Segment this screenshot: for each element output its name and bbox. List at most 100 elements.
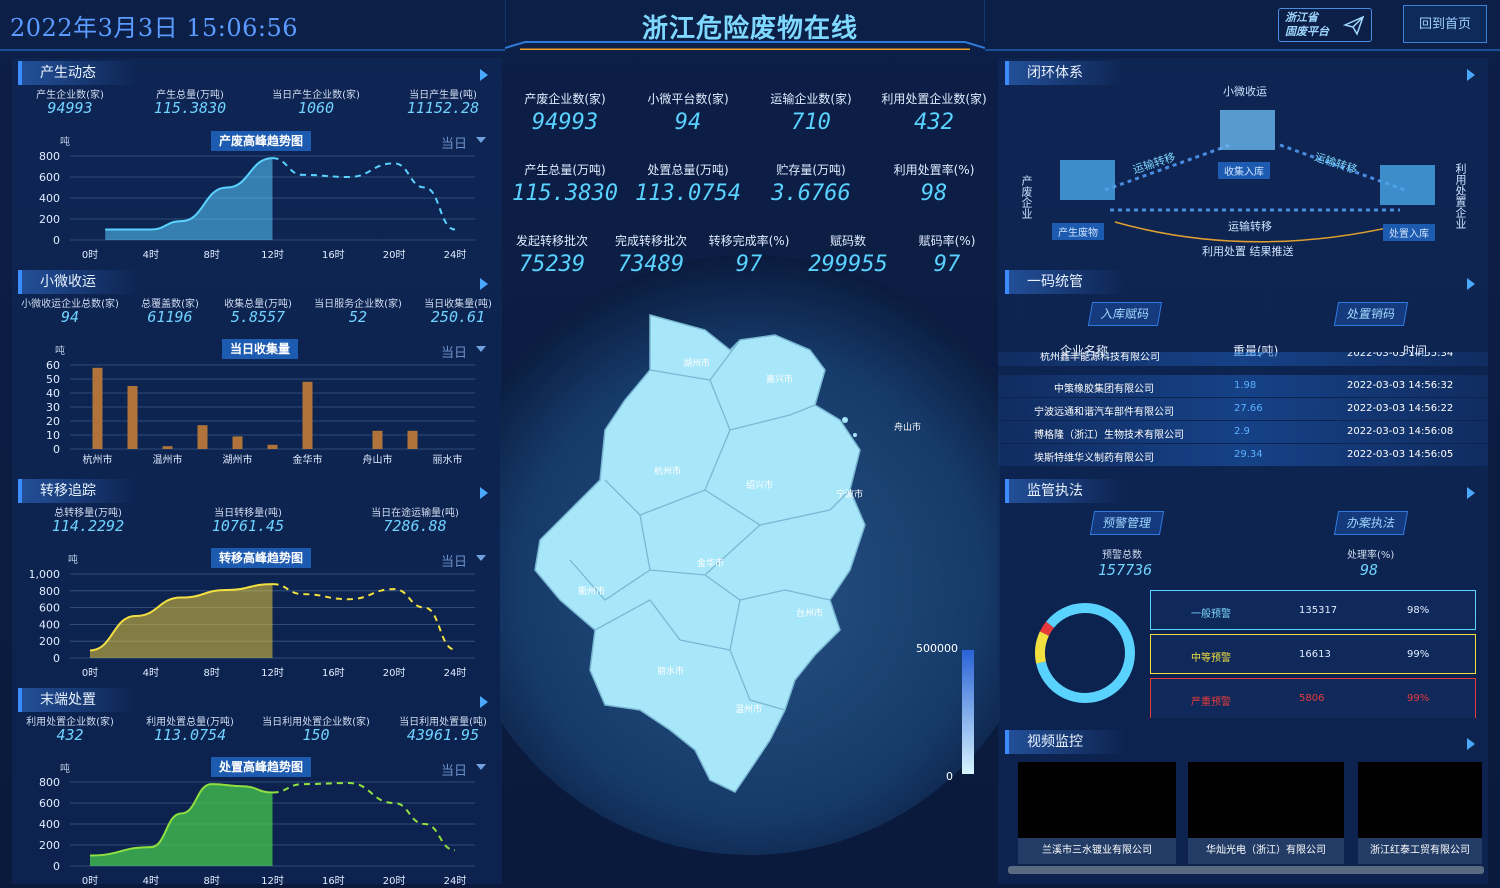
table-row[interactable]: 杭州鑫丰能源科技有限公司 0.185 2022-03-03 14:55:34	[998, 352, 1488, 366]
y-tick-label: 0	[53, 443, 60, 456]
y-tick-label: 200	[39, 635, 60, 648]
alert-level-box[interactable]: 一般预警 135317 98%	[1150, 590, 1476, 630]
alert-level-name: 严重预警	[1191, 697, 1231, 708]
center-stat-label: 产废企业数(家)	[524, 92, 606, 106]
section-title-supervision: 监管执法	[1005, 479, 1125, 503]
center-stat-value: 115.3830	[512, 181, 618, 206]
table-row[interactable]: 宁波远通和谐汽车部件有限公司 27.66 2022-03-03 14:56:22	[998, 398, 1488, 420]
micro-chart-title: 当日收集量	[222, 339, 299, 359]
center-stat-label: 运输企业数(家)	[770, 92, 852, 106]
micro-more-icon[interactable]	[480, 278, 488, 290]
x-tick-label: 20时	[383, 667, 406, 679]
disposal-stat-label: 利用处置总量(万吨)	[146, 717, 234, 728]
page-title: 浙江危险废物在线	[641, 14, 858, 44]
y-tick-label: 600	[39, 602, 60, 615]
disposal-range-select[interactable]: 当日	[441, 764, 468, 779]
header-lines	[0, 49, 1500, 51]
video-caption: 兰溪市三水镀业有限公司	[1018, 838, 1176, 864]
alert-level-rate: 98%	[1407, 605, 1430, 616]
legend-max: 500000	[916, 642, 958, 655]
series-line	[89, 783, 273, 857]
code-more-icon[interactable]	[1467, 278, 1475, 290]
chevron-down-icon[interactable]	[476, 137, 486, 143]
row-weight: 0.185	[1234, 352, 1263, 359]
bar	[407, 430, 418, 449]
chevron-down-icon[interactable]	[476, 555, 486, 561]
button-alert-manage[interactable]: 预警管理	[1089, 511, 1165, 535]
chevron-down-icon[interactable]	[476, 346, 486, 352]
section-title-loop: 闭环体系	[1005, 61, 1125, 85]
alert-level-box[interactable]: 中等预警 16613 99%	[1150, 634, 1476, 674]
map-region	[534, 314, 866, 793]
transfer-chart-title: 转移高峰趋势图	[211, 548, 312, 568]
button-law-enforce[interactable]: 办案执法	[1333, 511, 1409, 535]
x-tick-label: 24时	[444, 249, 467, 261]
cube-icon	[1060, 160, 1115, 200]
home-button[interactable]: 回到首页	[1403, 5, 1487, 43]
disposal-stat-label: 利用处置企业数(家)	[26, 717, 114, 728]
y-tick-label: 10	[46, 429, 60, 442]
section-title-micro: 小微收运	[18, 270, 138, 294]
video-more-icon[interactable]	[1467, 738, 1475, 750]
city-label: 衢州市	[578, 587, 606, 597]
row-weight: 29.34	[1234, 449, 1263, 460]
center-stat-label: 贮存量(万吨)	[776, 163, 846, 177]
production-stat-value: 1060	[297, 99, 335, 117]
bar	[372, 430, 383, 449]
series-line	[89, 583, 273, 652]
button-out-code[interactable]: 处置销码	[1333, 302, 1409, 326]
x-tick-label: 12时	[261, 875, 284, 887]
disposal-unit: 吨	[60, 764, 70, 775]
table-row[interactable]: 中策橡胶集团有限公司 1.98 2022-03-03 14:56:32	[998, 375, 1488, 397]
x-tick-label: 8时	[203, 667, 219, 679]
donut-slice	[1035, 631, 1050, 664]
transfer-more-icon[interactable]	[480, 487, 488, 499]
production-range-select[interactable]: 当日	[441, 137, 468, 152]
datetime: 2022年3月3日 15:06:56	[10, 14, 299, 42]
row-time: 2022-03-03 14:56:05	[1347, 449, 1454, 460]
row-time: 2022-03-03 14:55:34	[1347, 352, 1454, 359]
micro-range-select[interactable]: 当日	[441, 346, 468, 361]
section-title-video: 视频监控	[1005, 730, 1125, 754]
transfer-stat-value: 7286.88	[383, 517, 447, 535]
x-tick-label: 24时	[444, 667, 467, 679]
transfer-range-select[interactable]: 当日	[441, 555, 468, 570]
supervision-more-icon[interactable]	[1467, 487, 1475, 499]
alert-level-name: 一般预警	[1191, 609, 1231, 620]
y-tick-label: 1,000	[30, 568, 60, 581]
alert-level-box[interactable]: 严重预警 5806 99%	[1150, 678, 1476, 718]
row-time: 2022-03-03 14:56:22	[1347, 403, 1454, 414]
alert-level-count: 16613	[1299, 649, 1331, 660]
loop-transport-mid: 运输转移	[1228, 220, 1272, 233]
micro-stat-value: 5.8557	[230, 308, 286, 326]
production-more-icon[interactable]	[480, 69, 488, 81]
y-tick-label: 600	[39, 797, 60, 810]
title-frame	[505, 0, 985, 50]
micro-stat-label: 当日服务企业数(家)	[314, 299, 402, 310]
table-row[interactable]: 博格隆（浙江）生物技术有限公司 2.9 2022-03-03 14:56:08	[998, 421, 1488, 443]
section-title-disposal: 末端处置	[18, 688, 138, 712]
disposal-stat-value: 43961.95	[406, 726, 480, 744]
loop-more-icon[interactable]	[1467, 69, 1475, 81]
center-stat-label: 处置总量(万吨)	[647, 163, 729, 177]
disposal-more-icon[interactable]	[480, 696, 488, 708]
center-stat-value: 98	[920, 181, 948, 206]
x-tick-label: 16时	[322, 249, 345, 261]
button-in-code[interactable]: 入库赋码	[1087, 302, 1163, 326]
disposal-stat-label: 当日利用处置量(吨)	[399, 717, 487, 728]
disposal-stat-label: 当日利用处置企业数(家)	[262, 717, 370, 728]
center-stat-value: 97	[735, 252, 763, 277]
table-row[interactable]: 埃斯特维华义制药有限公司 29.34 2022-03-03 14:56:05	[998, 444, 1488, 466]
y-tick-label: 800	[39, 150, 60, 163]
chevron-down-icon[interactable]	[476, 764, 486, 770]
y-tick-label: 400	[39, 618, 60, 631]
transfer-stat-value: 114.2292	[51, 517, 125, 535]
city-label: 金华市	[697, 559, 725, 569]
center-stat-label: 产生总量(万吨)	[524, 163, 606, 177]
alert-total-value: 157736	[1098, 561, 1153, 579]
platform-logo[interactable]: 浙江省 固废平台	[1278, 8, 1372, 42]
video-scrollbar[interactable]	[1008, 866, 1484, 874]
disposal-stat-value: 432	[56, 726, 84, 744]
alert-level-rate: 99%	[1407, 649, 1430, 660]
